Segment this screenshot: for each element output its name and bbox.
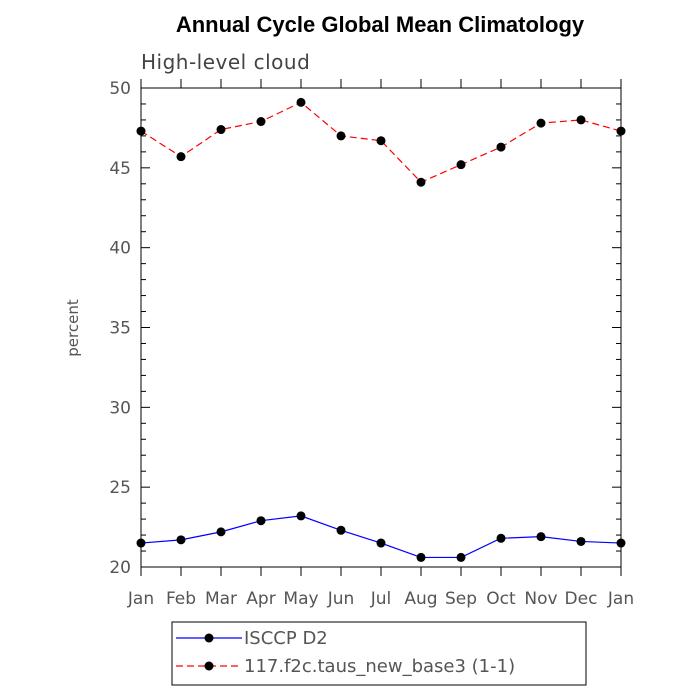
data-point <box>296 511 306 521</box>
data-point <box>336 525 346 535</box>
x-tick-label: Apr <box>246 589 275 609</box>
data-point <box>136 126 146 136</box>
data-point <box>496 533 506 543</box>
series-layer <box>136 97 626 562</box>
data-point <box>376 538 386 548</box>
legend-label: 117.f2c.taus_new_base3 (1-1) <box>244 656 515 677</box>
x-tick-label: Jan <box>127 589 154 609</box>
data-point <box>336 131 346 141</box>
x-tick-label: Oct <box>486 589 516 609</box>
legend: ISCCP D2 117.f2c.taus_new_base3 (1-1) <box>171 621 587 686</box>
data-point <box>216 527 226 537</box>
y-tick-label: 30 <box>109 398 131 418</box>
series-line <box>140 515 622 559</box>
x-tick-label: Sep <box>445 589 477 609</box>
data-point <box>176 535 186 545</box>
y-tick-label: 50 <box>109 79 131 99</box>
legend-label: ISCCP D2 <box>244 628 328 649</box>
plot-border <box>140 87 622 568</box>
x-tick-label: Dec <box>565 589 598 609</box>
y-tick-label: 20 <box>109 558 131 578</box>
legend-marker <box>204 661 214 671</box>
data-point <box>376 136 386 146</box>
x-tick-label: Nov <box>524 589 557 609</box>
x-tick-label: Feb <box>166 589 196 609</box>
x-axis: Jan Feb Mar Apr May Jun Jul Aug Sep Oct Nov Dec Jan <box>127 79 634 609</box>
legend-entry: ISCCP D2 <box>176 628 328 649</box>
data-point <box>256 117 266 127</box>
data-point <box>416 177 426 187</box>
data-point <box>176 152 186 162</box>
x-tick-label: Aug <box>404 589 437 609</box>
y-axis: 20 25 30 35 40 45 50 <box>109 79 621 578</box>
chart-subtitle: High-level cloud <box>141 50 310 74</box>
data-point <box>576 536 586 546</box>
y-axis-label: percent <box>64 299 82 357</box>
legend-box <box>171 621 587 686</box>
data-point <box>456 552 466 562</box>
y-tick-label: 40 <box>109 239 131 259</box>
chart-title: Annual Cycle Global Mean Climatology <box>176 12 585 37</box>
y-tick-label: 35 <box>109 319 131 339</box>
data-point <box>536 532 546 542</box>
series-1 <box>136 511 626 562</box>
x-tick-label: Jul <box>370 589 392 609</box>
legend-entry: 117.f2c.taus_new_base3 (1-1) <box>176 656 515 677</box>
x-tick-label: May <box>283 589 318 609</box>
data-point <box>256 516 266 526</box>
data-point <box>576 115 586 125</box>
data-point <box>536 118 546 128</box>
data-point <box>616 126 626 136</box>
y-tick-label: 25 <box>109 478 131 498</box>
data-point <box>616 538 626 548</box>
legend-marker <box>204 633 214 643</box>
data-point <box>296 97 306 107</box>
x-tick-label: Jan <box>607 589 634 609</box>
data-point <box>136 538 146 548</box>
data-point <box>456 160 466 170</box>
data-point <box>216 125 226 135</box>
plot-frame <box>140 87 622 568</box>
y-tick-label: 45 <box>109 159 131 179</box>
data-point <box>496 142 506 152</box>
data-point <box>416 552 426 562</box>
x-tick-label: Mar <box>205 589 237 609</box>
x-tick-label: Jun <box>327 589 355 609</box>
series-2 <box>136 97 626 187</box>
